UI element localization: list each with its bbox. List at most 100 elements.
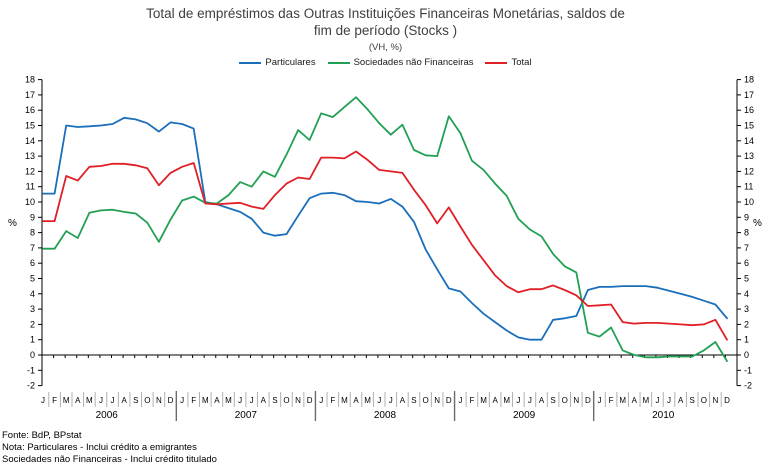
month-label: A bbox=[400, 396, 406, 405]
y-tick-label-right: 3 bbox=[744, 304, 749, 314]
y-tick-label-left: 8 bbox=[30, 228, 35, 238]
year-label: 2010 bbox=[652, 410, 675, 421]
year-label: 2008 bbox=[374, 410, 397, 421]
month-label: F bbox=[609, 396, 614, 405]
month-label: F bbox=[52, 396, 57, 405]
month-label: S bbox=[411, 396, 416, 405]
legend-item-particulares: Particulares bbox=[239, 57, 316, 68]
month-label: J bbox=[319, 396, 323, 405]
month-label: M bbox=[503, 396, 510, 405]
month-label: J bbox=[655, 396, 659, 405]
month-label: D bbox=[307, 396, 313, 405]
month-label: J bbox=[516, 396, 520, 405]
month-label: M bbox=[86, 396, 93, 405]
y-tick-label-right: 12 bbox=[744, 166, 754, 176]
legend: Particulares Sociedades não Financeiras To… bbox=[0, 57, 771, 68]
month-label: N bbox=[295, 396, 301, 405]
y-tick-label-right: 4 bbox=[744, 289, 749, 299]
y-tick-label-right: 9 bbox=[744, 212, 749, 222]
y-tick-label-left: 13 bbox=[25, 151, 35, 161]
month-label: A bbox=[214, 396, 220, 405]
month-label: A bbox=[75, 396, 81, 405]
footer-source: Fonte: BdP, BPstat bbox=[2, 430, 82, 441]
y-tick-label-left: 3 bbox=[30, 304, 35, 314]
series-line-sociedades-nao-financeiras bbox=[42, 96, 728, 363]
legend-label: Sociedades não Financeiras bbox=[353, 57, 474, 68]
legend-line-swatch-particulares bbox=[239, 61, 262, 64]
year-label: 2009 bbox=[513, 410, 536, 421]
y-tick-label-right: 6 bbox=[744, 258, 749, 268]
month-label: O bbox=[283, 396, 289, 405]
month-label: J bbox=[250, 396, 254, 405]
y-axis-label-right: % bbox=[753, 218, 762, 229]
month-label: O bbox=[562, 396, 568, 405]
y-tick-label-left: 14 bbox=[25, 136, 35, 146]
y-tick-label-right: 15 bbox=[744, 121, 754, 131]
y-tick-label-left: -1 bbox=[27, 365, 35, 375]
month-label: J bbox=[458, 396, 462, 405]
month-label: A bbox=[261, 396, 267, 405]
month-label: A bbox=[353, 396, 359, 405]
month-label: J bbox=[389, 396, 393, 405]
series-line-total bbox=[42, 150, 728, 341]
y-tick-label-left: 15 bbox=[25, 121, 35, 131]
footer: Fonte: BdP, BPstat Nota: Particulares - … bbox=[2, 430, 217, 466]
legend-line-swatch-total bbox=[485, 61, 508, 64]
month-label: A bbox=[539, 396, 545, 405]
y-tick-label-right: 13 bbox=[744, 151, 754, 161]
month-label: M bbox=[619, 396, 626, 405]
month-label: M bbox=[202, 396, 209, 405]
month-label: D bbox=[446, 396, 452, 405]
chart-subtitle: (VH, %) bbox=[368, 42, 403, 53]
y-tick-label-left: 11 bbox=[26, 182, 35, 192]
y-tick-label-left: 6 bbox=[30, 258, 35, 268]
month-label: J bbox=[528, 396, 532, 405]
month-label: M bbox=[63, 396, 70, 405]
month-label: O bbox=[422, 396, 428, 405]
month-label: S bbox=[550, 396, 555, 405]
month-label: M bbox=[643, 396, 650, 405]
y-tick-label-left: 4 bbox=[30, 289, 35, 299]
y-tick-label-left: 1 bbox=[30, 335, 35, 345]
month-label: J bbox=[597, 396, 601, 405]
y-tick-label-right: 1 bbox=[744, 335, 749, 345]
month-label: J bbox=[180, 396, 184, 405]
month-label: N bbox=[434, 396, 440, 405]
y-tick-label-right: 10 bbox=[744, 197, 754, 207]
y-tick-label-right: 8 bbox=[744, 228, 749, 238]
y-tick-label-right: 7 bbox=[744, 243, 749, 253]
y-tick-label-left: 16 bbox=[25, 105, 35, 115]
month-label: S bbox=[690, 396, 695, 405]
month-label: S bbox=[133, 396, 138, 405]
y-tick-label-right: -1 bbox=[744, 365, 752, 375]
y-tick-label-right: 11 bbox=[744, 182, 753, 192]
month-label: A bbox=[678, 396, 684, 405]
month-label: J bbox=[377, 396, 381, 405]
month-label: N bbox=[713, 396, 719, 405]
month-label: N bbox=[156, 396, 162, 405]
legend-label: Particulares bbox=[265, 57, 316, 68]
y-tick-label-right: 16 bbox=[744, 105, 754, 115]
y-tick-label-left: 10 bbox=[25, 197, 35, 207]
legend-label: Total bbox=[511, 57, 532, 68]
month-label: M bbox=[480, 396, 487, 405]
month-label: O bbox=[144, 396, 150, 405]
y-tick-label-right: 14 bbox=[744, 136, 754, 146]
footer-note-particulares: Nota: Particulares - Inclui crédito a em… bbox=[2, 442, 197, 453]
y-tick-label-left: 17 bbox=[25, 90, 35, 100]
month-label: D bbox=[585, 396, 591, 405]
legend-line-swatch-sociedades-nao-financeiras bbox=[327, 61, 350, 64]
month-label: A bbox=[121, 396, 127, 405]
y-tick-label-right: 0 bbox=[744, 350, 749, 360]
month-label: N bbox=[573, 396, 579, 405]
month-label: M bbox=[225, 396, 232, 405]
y-tick-label-left: 7 bbox=[30, 243, 35, 253]
month-label: J bbox=[238, 396, 242, 405]
y-tick-label-right: 17 bbox=[744, 90, 754, 100]
y-tick-label-right: 5 bbox=[744, 274, 749, 284]
month-label: J bbox=[99, 396, 103, 405]
chart-title: Total de empréstimos das Outras Institui… bbox=[0, 5, 771, 39]
y-axis-label-left: % bbox=[8, 218, 17, 229]
month-label: A bbox=[632, 396, 638, 405]
